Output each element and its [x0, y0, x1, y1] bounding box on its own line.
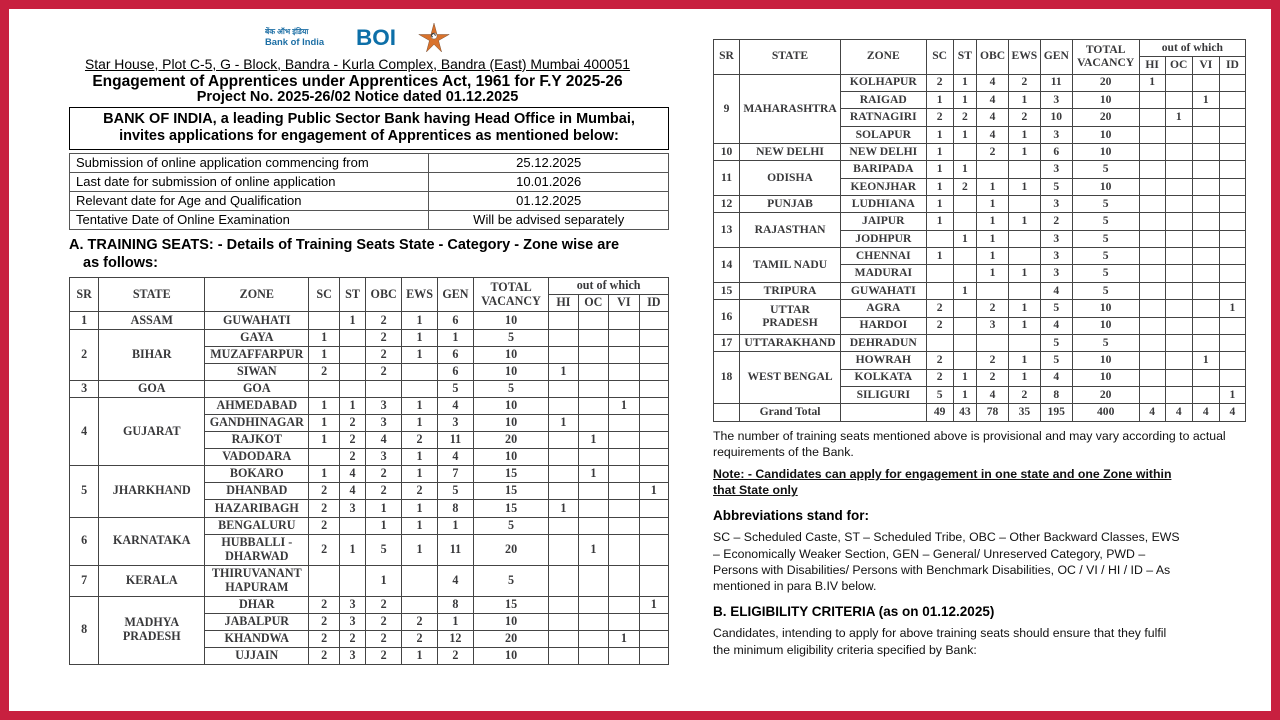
svg-text:Bank of India: Bank of India: [265, 35, 325, 46]
svg-text:बेंक ऑभ इंडिया: बेंक ऑभ इंडिया: [265, 27, 309, 36]
svg-text:BOI: BOI: [356, 24, 396, 49]
